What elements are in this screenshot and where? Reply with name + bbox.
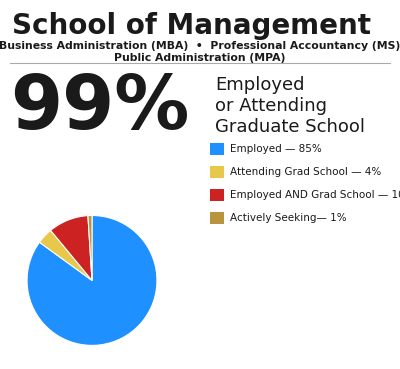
Wedge shape xyxy=(27,215,157,345)
Text: Employed — 85%: Employed — 85% xyxy=(230,144,322,154)
Text: School of Management: School of Management xyxy=(12,12,371,40)
Text: Public Administration (MPA): Public Administration (MPA) xyxy=(114,53,286,63)
Wedge shape xyxy=(88,215,92,280)
Wedge shape xyxy=(40,230,92,280)
Text: 99%: 99% xyxy=(10,72,189,145)
Text: Graduate School: Graduate School xyxy=(215,118,365,136)
Text: Business Administration (MBA)  •  Professional Accountancy (MS): Business Administration (MBA) • Professi… xyxy=(0,41,400,51)
Text: Attending Grad School — 4%: Attending Grad School — 4% xyxy=(230,167,381,177)
Text: Employed AND Grad School — 10%: Employed AND Grad School — 10% xyxy=(230,190,400,200)
Text: Employed: Employed xyxy=(215,76,304,94)
Text: Actively Seeking— 1%: Actively Seeking— 1% xyxy=(230,213,347,223)
Text: or Attending: or Attending xyxy=(215,97,327,115)
Wedge shape xyxy=(51,215,92,280)
